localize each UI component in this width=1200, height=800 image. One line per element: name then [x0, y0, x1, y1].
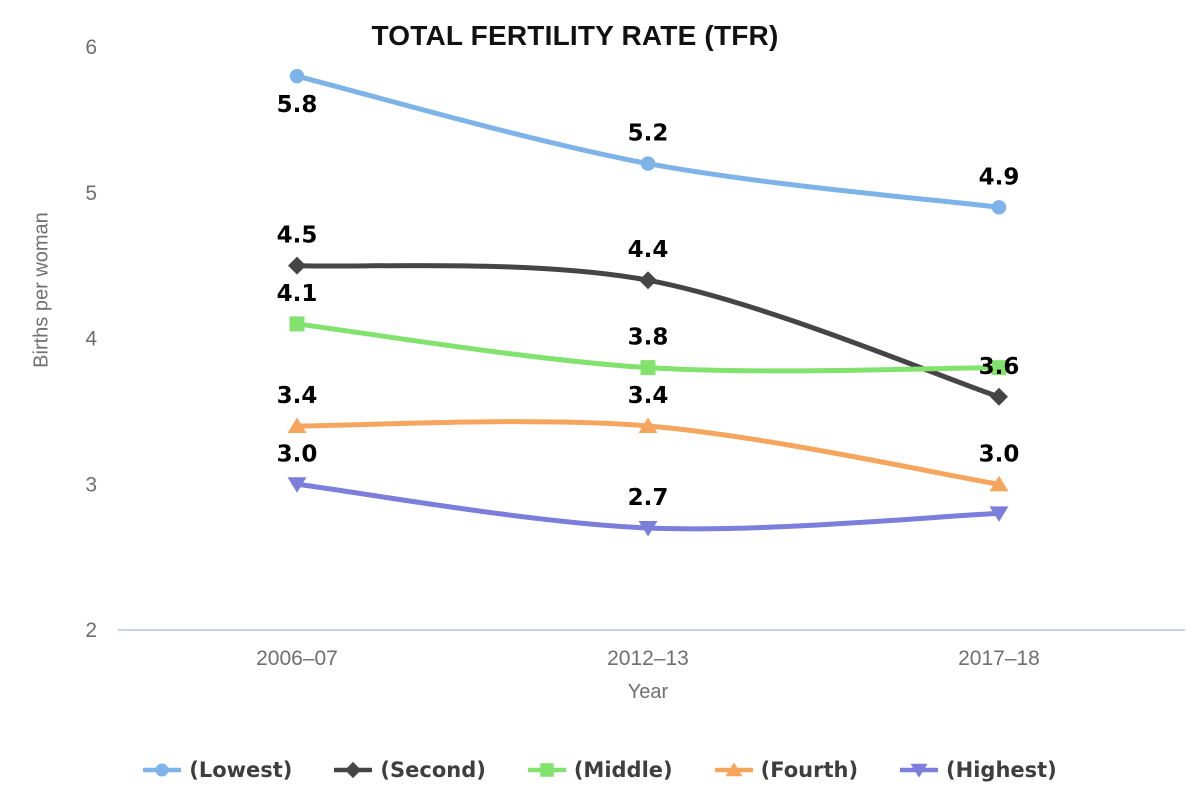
x-tick-label: 2006–07 — [256, 647, 338, 670]
circle-marker — [991, 200, 1007, 215]
legend-label: (Highest) — [946, 758, 1057, 782]
legend-label: (Lowest) — [189, 758, 293, 782]
legend-label: (Middle) — [573, 758, 673, 782]
y-tick-label: 6 — [85, 36, 97, 59]
series-highest — [287, 477, 1009, 537]
data-label: 3.0 — [979, 441, 1020, 467]
legend-label: (Fourth) — [760, 758, 859, 782]
series-lowest — [289, 68, 1007, 215]
series-middle — [289, 316, 1007, 376]
triangle-up-marker — [989, 475, 1009, 492]
square-marker — [640, 360, 656, 376]
triangle-down-marker — [638, 520, 658, 537]
square-legend-marker — [540, 763, 554, 777]
data-label: 5.2 — [628, 121, 669, 147]
y-tick-label: 4 — [85, 328, 97, 351]
legend-item-second: (Second) — [334, 758, 486, 782]
data-label: 5.8 — [277, 92, 318, 118]
x-axis-title: Year — [627, 681, 669, 703]
data-label: 4.9 — [979, 164, 1020, 190]
y-tick-label: 3 — [85, 473, 97, 496]
data-label: 4.1 — [277, 281, 318, 307]
diamond-legend-icon — [334, 761, 373, 779]
triangle-up-legend-icon — [714, 762, 753, 777]
circle-legend-marker — [155, 763, 169, 777]
circle-marker — [289, 68, 305, 84]
x-tick-label: 2012–13 — [607, 647, 689, 670]
y-tick-label: 2 — [85, 619, 97, 642]
legend-item-highest: (Highest) — [900, 758, 1057, 782]
legend-label: (Second) — [380, 758, 486, 782]
x-tick-label: 2017–18 — [958, 647, 1040, 670]
data-label: 3.0 — [277, 441, 318, 467]
data-label: 2.7 — [628, 485, 669, 511]
legend-item-fourth: (Fourth) — [714, 758, 859, 782]
legend-item-lowest: (Lowest) — [143, 758, 292, 782]
diamond-legend-marker — [345, 761, 362, 779]
circle-legend-icon — [143, 763, 182, 777]
square-marker — [289, 316, 305, 332]
circle-marker — [640, 156, 656, 171]
square-legend-icon — [527, 763, 566, 777]
data-label: 4.4 — [628, 237, 669, 263]
plot-area: 6 5 4 3 2 2006–07 2012–13 2017–18 5.8 5.2 4.9 4.5 4.… — [85, 36, 1185, 670]
triangle-up-marker — [638, 417, 658, 433]
data-label: 3.4 — [277, 383, 318, 409]
data-label: 3.8 — [628, 325, 669, 351]
diamond-marker — [288, 256, 306, 275]
data-label: 4.5 — [277, 223, 318, 249]
series-fourth — [287, 417, 1009, 492]
triangle-up-marker — [287, 417, 307, 433]
series-second — [288, 256, 1008, 406]
chart-title: TOTAL FERTILITY RATE (TFR) — [371, 20, 779, 51]
triangle-down-legend-marker — [910, 763, 928, 778]
triangle-down-marker — [287, 477, 307, 493]
legend: (Lowest) (Second) (Middle) (Fourth) (Highest… — [0, 750, 1200, 790]
triangle-down-legend-icon — [900, 763, 939, 778]
square-marker — [991, 360, 1007, 376]
diamond-marker — [639, 271, 657, 290]
legend-item-middle: (Middle) — [527, 758, 673, 782]
triangle-up-legend-marker — [725, 762, 743, 777]
data-label: 3.6 — [979, 354, 1020, 380]
y-tick-label: 5 — [85, 182, 97, 205]
data-label: 3.4 — [628, 383, 669, 409]
triangle-down-marker — [989, 506, 1009, 522]
diamond-marker — [990, 387, 1008, 406]
